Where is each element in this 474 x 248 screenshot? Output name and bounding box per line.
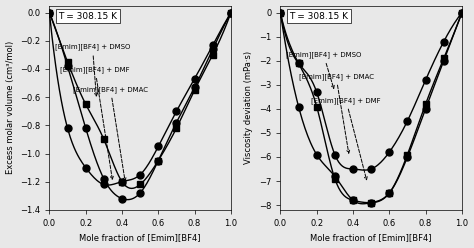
Y-axis label: Viscosity deviation (mPa·s): Viscosity deviation (mPa·s)	[245, 51, 254, 164]
X-axis label: Mole fraction of [Emim][BF4]: Mole fraction of [Emim][BF4]	[310, 233, 432, 243]
Text: T = 308.15 K: T = 308.15 K	[58, 12, 118, 21]
Text: [Emim][BF4] + DMAC: [Emim][BF4] + DMAC	[73, 86, 148, 181]
Text: [Emim][BF4] + DMSO: [Emim][BF4] + DMSO	[286, 51, 361, 88]
Text: [Emim][BF4] + DMF: [Emim][BF4] + DMF	[311, 97, 381, 180]
Text: [Emim][BF4] + DMAC: [Emim][BF4] + DMAC	[299, 73, 374, 153]
Text: [Emim][BF4] + DMF: [Emim][BF4] + DMF	[60, 66, 130, 179]
X-axis label: Mole fraction of [Emim][BF4]: Mole fraction of [Emim][BF4]	[80, 233, 201, 243]
Text: T = 308.15 K: T = 308.15 K	[290, 12, 348, 21]
Y-axis label: Excess molar volume (cm³/mol): Excess molar volume (cm³/mol)	[6, 41, 15, 174]
Text: [Emim][BF4] + DMSO: [Emim][BF4] + DMSO	[55, 44, 130, 96]
